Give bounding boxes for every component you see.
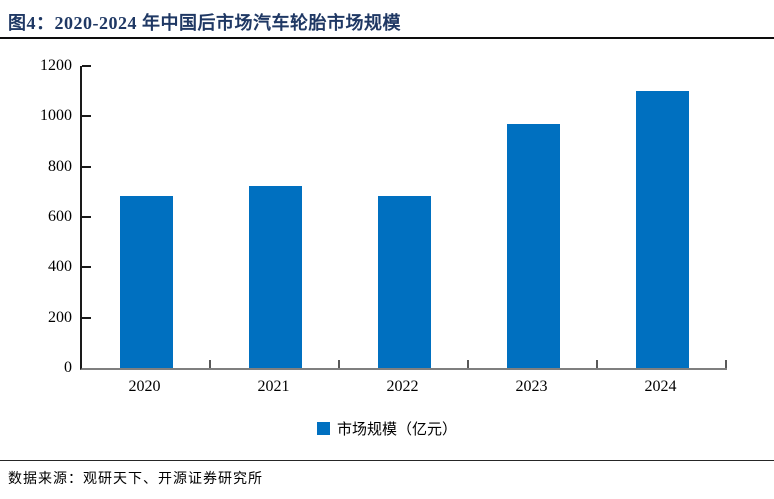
- y-axis-tick: [82, 216, 91, 218]
- bar-2020: [120, 195, 173, 368]
- footer-divider: [0, 460, 774, 461]
- y-axis-tick: [82, 115, 91, 118]
- plot-area: [80, 65, 727, 370]
- x-axis-tick-label: 2021: [257, 378, 290, 395]
- x-axis-tick: [209, 360, 211, 368]
- title-divider: [0, 37, 774, 39]
- y-axis-tick: [82, 65, 91, 67]
- y-axis-tick-label: 1200: [40, 57, 72, 74]
- legend-series-label: 市场规模（亿元）: [336, 422, 457, 438]
- x-axis-tick: [596, 360, 598, 368]
- y-axis-tick: [82, 165, 91, 168]
- bar-2022: [378, 195, 431, 368]
- y-axis-tick-label: 0: [64, 359, 72, 376]
- legend-color-swatch: [316, 422, 330, 435]
- x-axis-tick: [725, 360, 727, 368]
- y-axis-tick: [82, 266, 91, 269]
- x-axis-tick-label: 2020: [128, 378, 161, 395]
- chart-title: 图4：2020-2024 年中国后市场汽车轮胎市场规模: [8, 13, 401, 33]
- y-axis-tick-label: 600: [48, 208, 72, 225]
- y-axis-tick-label: 1000: [40, 107, 72, 125]
- x-axis-tick: [467, 360, 469, 368]
- bar-2021: [249, 185, 302, 368]
- y-axis-tick-label: 800: [48, 157, 72, 175]
- y-axis-tick-label: 200: [48, 308, 72, 326]
- y-axis-tick-label: 400: [48, 258, 72, 276]
- chart-legend: 市场规模（亿元）: [0, 418, 774, 439]
- x-axis-tick-label: 2023: [515, 378, 548, 395]
- bar-2024: [636, 91, 689, 368]
- bar-2023: [507, 123, 560, 368]
- y-axis-tick: [82, 316, 91, 319]
- x-axis-tick-label: 2024: [644, 378, 677, 395]
- x-axis-tick-label: 2022: [386, 378, 419, 395]
- x-axis-tick: [338, 360, 340, 368]
- data-source-note: 数据来源：观研天下、开源证券研究所: [8, 472, 263, 487]
